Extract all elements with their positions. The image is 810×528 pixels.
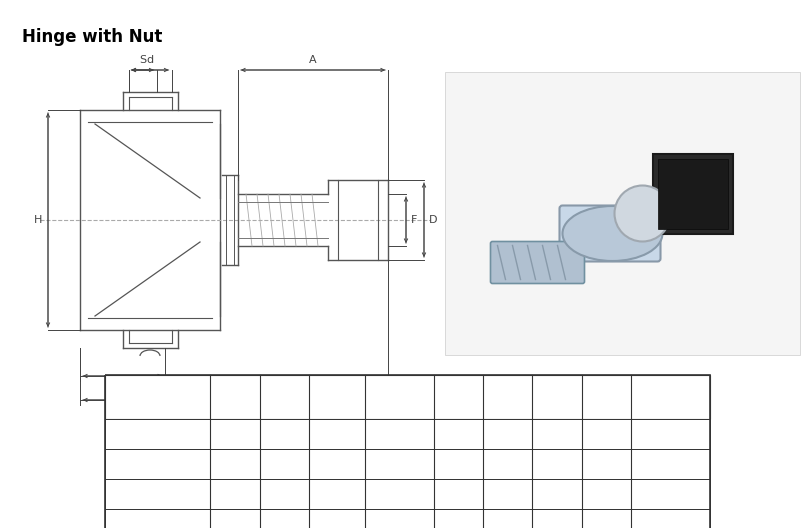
Bar [105,375,710,419]
Text: F: F [411,215,417,225]
Ellipse shape [562,206,663,261]
Text: 25: 25 [599,517,614,528]
Bar [658,158,727,229]
Text: 51-70: 51-70 [382,457,416,470]
Text: 22: 22 [228,457,242,470]
Text: H: H [503,391,513,403]
Text: 27: 27 [451,487,466,501]
Text: 6: 6 [553,517,561,528]
Bar [105,375,710,528]
Text: 43: 43 [501,457,515,470]
Text: d: d [280,391,288,403]
FancyBboxPatch shape [560,205,660,261]
Text: M20: M20 [323,487,350,501]
Text: M16: M16 [323,428,350,440]
Bar [105,509,710,528]
Text: Product
Code: Product Code [134,382,181,411]
Text: A: A [309,55,317,65]
Text: G: G [230,406,238,416]
Text: F: F [333,391,341,403]
FancyBboxPatch shape [491,241,585,284]
Text: 5: 5 [553,457,561,470]
Text: 27: 27 [451,517,466,528]
Text: 0.407: 0.407 [654,487,688,501]
Text: 19: 19 [277,517,292,528]
Text: 14: 14 [277,487,292,501]
Text: EHN18: EHN18 [135,457,180,470]
Text: 5: 5 [553,428,561,440]
Text: 49: 49 [501,517,515,528]
Bar [105,419,710,449]
Bar [105,449,710,479]
Text: 51-70: 51-70 [382,487,416,501]
Text: EHN16: EHN16 [135,428,180,440]
Text: 20: 20 [599,487,614,501]
Text: G: G [394,391,404,403]
Text: EHN24: EHN24 [135,517,180,528]
Text: 5: 5 [553,487,561,501]
Text: D: D [230,391,240,403]
Text: 27: 27 [451,428,466,440]
Text: S: S [139,55,146,65]
Text: 0.379: 0.379 [654,457,688,470]
Text: 43: 43 [501,487,515,501]
Text: 0.705: 0.705 [654,517,688,528]
Text: D: D [429,215,437,225]
Text: Weight/kg: Weight/kg [641,391,701,403]
Text: M24: M24 [323,517,350,528]
Text: Hinge with Nut: Hinge with Nut [22,28,162,46]
Text: I: I [121,382,124,392]
Text: M18: M18 [323,457,350,470]
Bar [653,154,732,233]
Circle shape [615,185,671,241]
Text: EHN20: EHN20 [135,487,180,501]
Text: 28: 28 [228,517,242,528]
Text: A: A [602,391,611,403]
Text: H: H [34,215,42,225]
Text: 53-80: 53-80 [382,517,416,528]
Text: 27: 27 [451,457,466,470]
Text: 14: 14 [277,428,292,440]
Text: 20: 20 [228,428,242,440]
Text: 0.331: 0.331 [654,428,688,440]
Text: d: d [147,55,154,65]
Text: S: S [553,391,561,403]
Text: 14: 14 [277,457,292,470]
Text: 43: 43 [501,428,515,440]
Text: 18: 18 [599,457,614,470]
Text: 47-70: 47-70 [382,428,416,440]
Bar [105,479,710,509]
Text: I: I [456,391,461,403]
Text: 25: 25 [228,487,242,501]
Text: 15: 15 [599,428,614,440]
Bar [445,72,800,355]
